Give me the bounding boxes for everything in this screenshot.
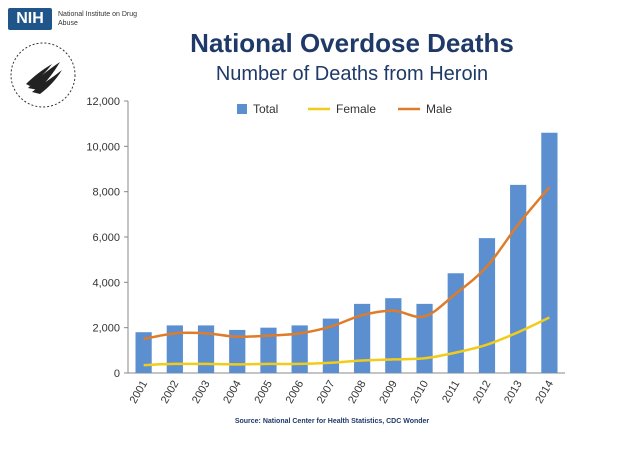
y-tick-label: 0 — [114, 368, 120, 380]
legend-layer: Total Female Male — [237, 102, 452, 116]
bar-total — [385, 298, 402, 373]
x-tick-label: 2008 — [346, 379, 369, 406]
hhs-seal-icon — [10, 42, 76, 108]
legend-item-total: Total — [237, 102, 278, 116]
legend-item-male: Male — [398, 102, 452, 116]
y-tick-label: 2,000 — [92, 323, 120, 335]
nih-logo: NIH — [8, 8, 52, 30]
x-tick-label: 2003 — [190, 379, 213, 406]
x-tick-label: 2005 — [252, 379, 275, 406]
chart-source-note: Source: National Center for Health Stati… — [234, 418, 430, 425]
bar-total — [291, 325, 308, 373]
x-tick-label: 2001 — [128, 379, 151, 406]
bar-total — [229, 329, 246, 373]
x-tick-label: 2009 — [377, 379, 400, 406]
y-tick-label: 12,000 — [86, 96, 120, 108]
bar-total — [322, 318, 340, 373]
y-tick-label: 10,000 — [86, 141, 120, 153]
x-tick-label: 2014 — [533, 379, 556, 406]
x-tick-label: 2013 — [502, 379, 525, 406]
bar-total — [416, 303, 433, 373]
x-tick-label: 2004 — [221, 379, 244, 406]
logo-area: NIH National Institute on Drug Abuse — [0, 0, 150, 110]
x-tick-label: 2012 — [471, 379, 494, 406]
x-tick-label: 2006 — [284, 379, 307, 406]
legend-label: Female — [336, 102, 376, 116]
chart-title: National Overdose Deaths — [190, 28, 514, 58]
legend-label: Total — [253, 102, 278, 116]
line-male — [143, 186, 551, 341]
x-tick-label: 2011 — [440, 379, 462, 405]
legend-swatch — [237, 104, 247, 114]
y-tick-label: 8,000 — [92, 187, 120, 199]
bar-total — [260, 327, 277, 373]
bar-total — [353, 303, 371, 373]
x-tick-label: 2002 — [159, 379, 182, 406]
chart-subtitle: Number of Deaths from Heroin — [215, 63, 489, 85]
bar-total — [197, 325, 215, 373]
bar-total — [135, 332, 152, 373]
x-tick-label: 2010 — [408, 379, 431, 406]
nih-institute-name: National Institute on Drug Abuse — [58, 11, 137, 27]
bars-layer — [135, 132, 558, 373]
y-tick-label: 4,000 — [92, 277, 120, 289]
bar-total — [541, 132, 558, 373]
lines-layer — [143, 186, 551, 367]
line-female — [143, 316, 550, 367]
legend-item-female: Female — [308, 102, 376, 116]
bar-total — [510, 184, 527, 373]
x-tick-label: 2007 — [315, 379, 338, 406]
bar-total — [166, 325, 183, 373]
y-tick-label: 6,000 — [92, 232, 120, 244]
legend-label: Male — [426, 102, 452, 116]
